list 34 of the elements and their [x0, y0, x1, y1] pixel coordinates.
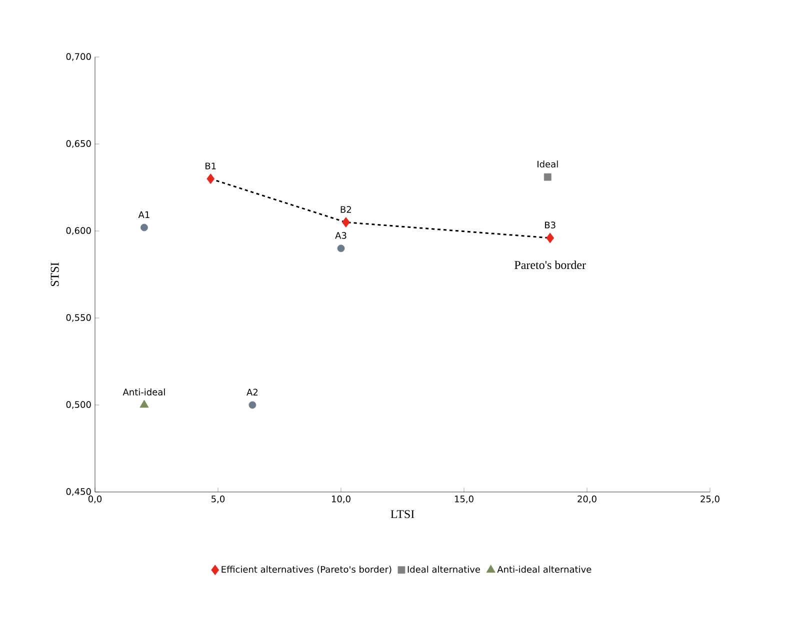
point — [248, 401, 256, 409]
legend-label: Anti-ideal alternative — [497, 566, 592, 573]
x-tick-label: 25,0 — [700, 496, 720, 504]
point — [544, 173, 552, 181]
annotation: A2 — [246, 388, 258, 396]
legend-label: Ideal alternative — [408, 566, 480, 573]
point — [337, 244, 345, 252]
y-tick-label: 0,650 — [66, 140, 91, 148]
x-tick-label: 5,0 — [212, 496, 225, 504]
point — [546, 232, 554, 244]
annotation: Anti-ideal — [122, 388, 165, 396]
point — [342, 217, 350, 228]
annotation: A3 — [335, 232, 346, 239]
y-tick-label: 0,550 — [66, 314, 91, 322]
legend-label: Efficient alternatives (Pareto's border) — [222, 566, 392, 574]
point — [140, 400, 149, 408]
y-tick-label: 0,450 — [66, 488, 91, 496]
annotation: Ideal — [538, 160, 558, 168]
annotation: B1 — [206, 162, 216, 170]
annotation: Pareto's border — [514, 260, 586, 270]
point — [206, 174, 215, 184]
x-tick-label: 20,0 — [578, 496, 596, 504]
y-tick-label: 0,500 — [66, 401, 91, 409]
x-tick-label: 15,0 — [454, 496, 474, 504]
point — [140, 224, 148, 232]
x-axis-title: LTSI — [390, 510, 414, 518]
y-tick-label: 0,600 — [66, 227, 91, 235]
annotation: A1 — [138, 211, 150, 218]
annotation: B3 — [545, 222, 556, 228]
x-tick-label: 0,0 — [88, 496, 102, 504]
y-tick-label: 0,700 — [66, 53, 91, 61]
annotation: B2 — [340, 206, 351, 213]
x-tick-label: 10,0 — [332, 496, 350, 504]
y-axis-title: STSI — [50, 262, 59, 286]
